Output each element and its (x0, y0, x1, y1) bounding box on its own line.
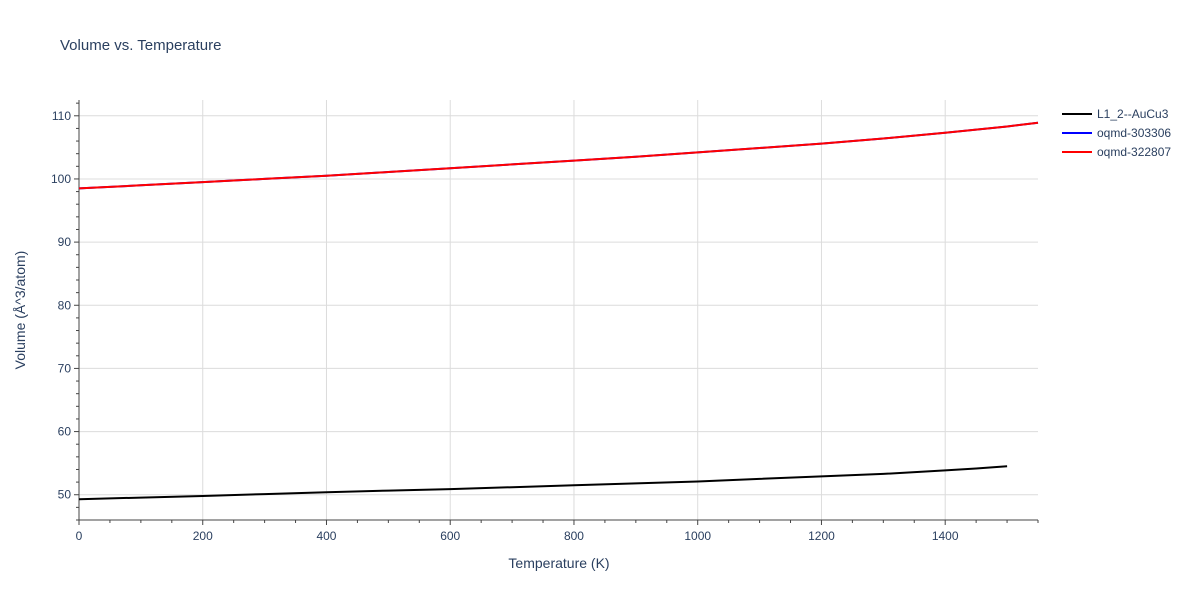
series-line-3 (78, 121, 1039, 190)
legend[interactable]: L1_2--AuCu3 oqmd-303306 oqmd-322807 (1062, 107, 1171, 159)
y-tick-label: 70 (58, 361, 72, 375)
series-line-1 (78, 465, 1008, 501)
y-tick-label: 60 (58, 425, 72, 439)
legend-label-1: L1_2--AuCu3 (1097, 107, 1169, 121)
y-tick-label: 90 (58, 235, 72, 249)
y-tick-label: 80 (58, 298, 72, 312)
x-tick-label: 1200 (808, 529, 835, 543)
x-tick-label: 1400 (932, 529, 959, 543)
x-tick-label: 1000 (684, 529, 711, 543)
chart-title: Volume vs. Temperature (60, 37, 221, 54)
y-tick-label: 100 (51, 172, 71, 186)
x-tick-label: 800 (564, 529, 584, 543)
x-tick-label: 400 (316, 529, 336, 543)
y-tick-label: 110 (52, 109, 71, 123)
grid-lines (79, 100, 1038, 520)
legend-label-3: oqmd-322807 (1097, 145, 1171, 159)
x-tick-label: 0 (76, 529, 83, 543)
y-tick-label: 50 (58, 488, 72, 502)
x-tick-label: 200 (193, 529, 213, 543)
y-axis-title: Volume (Å^3/atom) (12, 251, 28, 370)
series-lines (78, 121, 1039, 501)
legend-label-2: oqmd-303306 (1097, 126, 1171, 140)
axes: 0 200 400 600 800 1000 1200 1400 50 60 70 80 90 100 11… (51, 100, 1039, 543)
x-axis-title: Temperature (K) (508, 555, 609, 571)
x-tick-label: 600 (440, 529, 460, 543)
